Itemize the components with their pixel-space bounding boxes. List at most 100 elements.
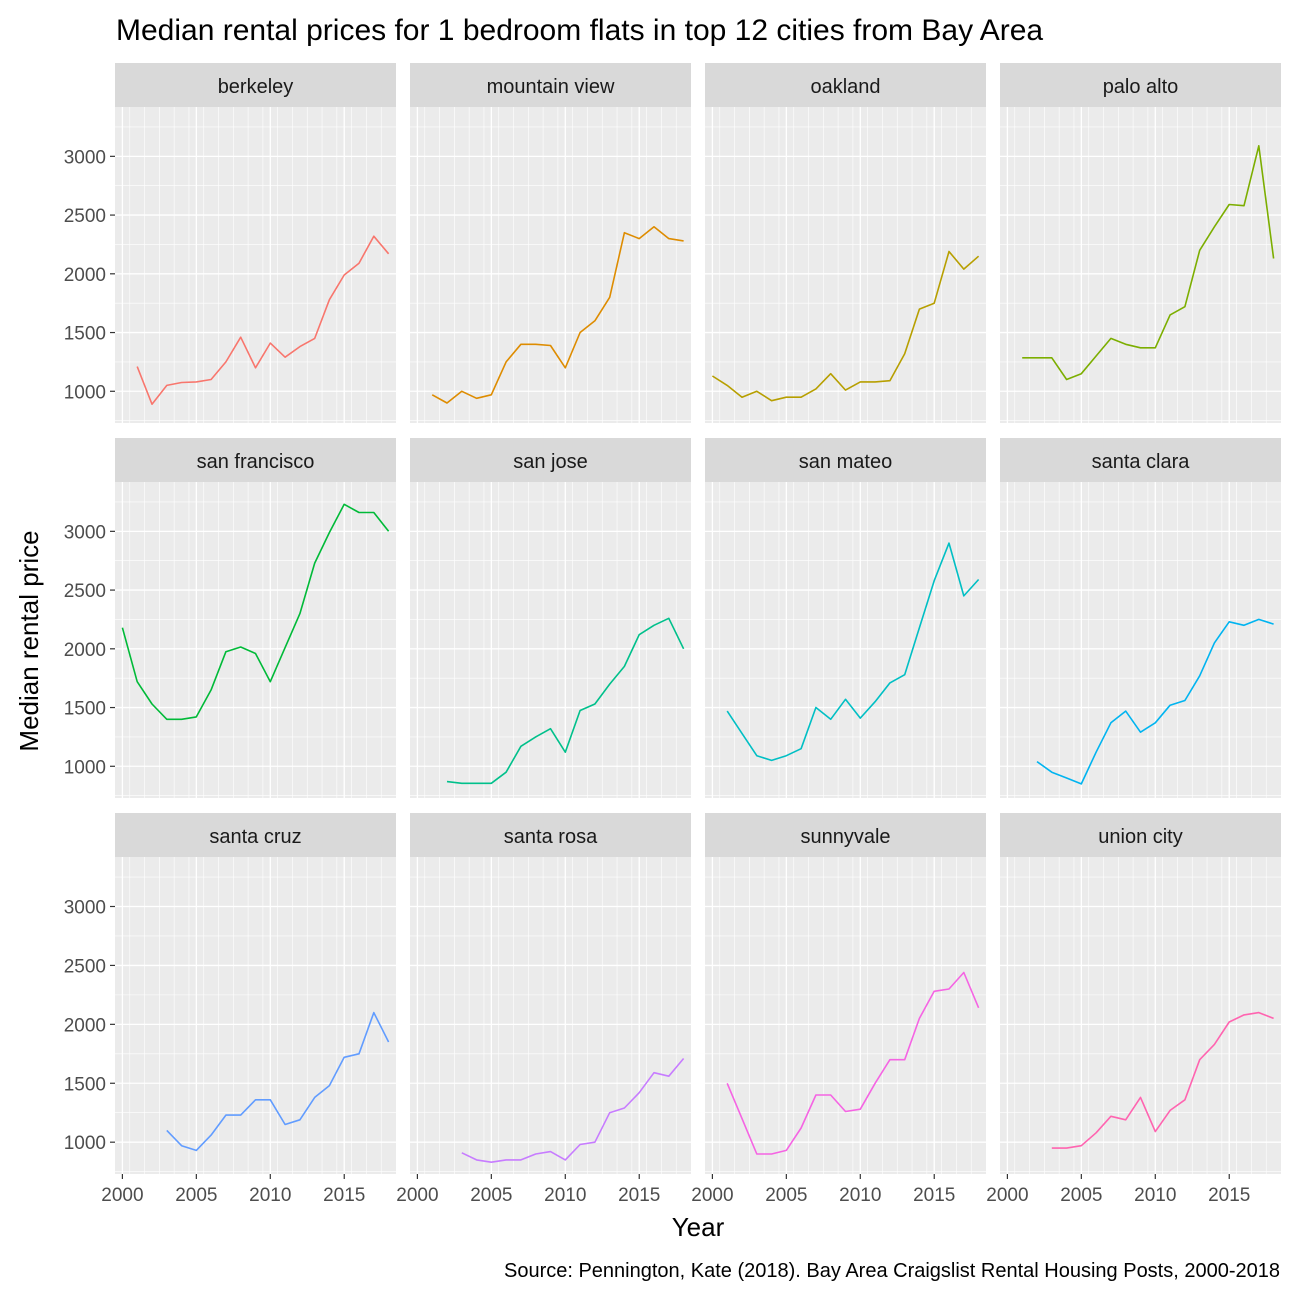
y-tick-label: 1000 (64, 1133, 106, 1154)
facet-strip (410, 813, 691, 857)
chart-caption: Source: Pennington, Kate (2018). Bay Are… (504, 1260, 1280, 1282)
facet-strip-label: san jose (513, 451, 588, 473)
major-gridlines (410, 482, 691, 798)
minor-gridlines (705, 482, 986, 798)
chart-title: Median rental prices for 1 bedroom flats… (116, 14, 1043, 47)
facet-strip (410, 63, 691, 107)
major-gridlines (1000, 482, 1281, 798)
major-gridlines (115, 482, 396, 798)
y-tick-label: 1000 (64, 382, 106, 403)
x-tick-label: 2005 (470, 1185, 512, 1206)
facet-strip-label: berkeley (218, 76, 294, 98)
facet-strip (410, 438, 691, 482)
x-tick-label: 2000 (691, 1185, 733, 1206)
series-line-san-jose (446, 617, 685, 785)
series-line-mountain-view (431, 226, 684, 404)
minor-gridlines (1000, 482, 1281, 798)
major-gridlines (410, 857, 691, 1174)
y-tick-label: 2000 (64, 265, 106, 286)
plot-background (1000, 482, 1281, 798)
y-tick-label: 3000 (64, 897, 106, 918)
facet-panel-santa-rosa: santa rosa (410, 813, 691, 1174)
y-tick-label: 3000 (64, 147, 106, 168)
facet-strip-label: palo alto (1103, 76, 1179, 98)
facet-panel-san-francisco: san francisco (115, 438, 396, 798)
plot-background (115, 857, 396, 1174)
y-tick-label: 1500 (64, 699, 106, 720)
facet-panel-santa-clara: santa clara (1000, 438, 1281, 798)
major-gridlines (1000, 857, 1281, 1174)
series-line-san-mateo (726, 542, 980, 762)
y-axis-title: Median rental price (14, 530, 44, 751)
x-tick-label: 2010 (544, 1185, 586, 1206)
series-line-san-francisco (121, 503, 390, 721)
facet-strip-label: santa rosa (504, 826, 598, 848)
x-tick-label: 2005 (1060, 1185, 1102, 1206)
minor-gridlines (410, 482, 691, 798)
facet-strip (115, 438, 396, 482)
series-line-union-city (1051, 1011, 1274, 1149)
facet-strip-label: san francisco (197, 451, 315, 473)
series-line-oakland (711, 250, 980, 402)
series-line-santa-cruz (166, 1011, 390, 1152)
plot-background (705, 482, 986, 798)
plot-background (410, 482, 691, 798)
facet-strip-label: san mateo (799, 451, 892, 473)
x-tick-label: 2015 (323, 1185, 365, 1206)
y-tick-label: 3000 (64, 522, 106, 543)
facet-panel-san-mateo: san mateo (705, 438, 986, 798)
facet-strip (705, 438, 986, 482)
facet-panel-sunnyvale: sunnyvale (705, 813, 986, 1174)
facet-strip (1000, 63, 1281, 107)
series-line-berkeley (136, 235, 390, 406)
facet-strip-label: oakland (810, 76, 880, 98)
major-gridlines (705, 107, 986, 423)
x-axis-title: Year (672, 1212, 725, 1242)
y-tick-label: 1500 (64, 1074, 106, 1095)
major-gridlines (115, 857, 396, 1174)
facet-panel-oakland: oakland (705, 63, 986, 423)
x-tick-label: 2010 (249, 1185, 291, 1206)
major-gridlines (705, 857, 986, 1174)
minor-gridlines (410, 107, 691, 423)
y-tick-label: 2500 (64, 206, 106, 227)
series-line-santa-clara (1036, 618, 1274, 785)
plot-background (115, 107, 396, 423)
facet-strip (115, 63, 396, 107)
x-tick-label: 2000 (986, 1185, 1028, 1206)
facet-panel-santa-cruz: santa cruz (115, 813, 396, 1174)
x-tick-labels: 2000 2005 2010 2015 2000 2005 2010 2015 2000 2005… (101, 1174, 1250, 1206)
y-tick-label: 2500 (64, 956, 106, 977)
facet-panels: berkeley mountain view oakland palo alto san… (115, 63, 1281, 1174)
facet-panel-union-city: union city (1000, 813, 1281, 1174)
x-tick-label: 2015 (1208, 1185, 1250, 1206)
y-tick-label: 1000 (64, 757, 106, 778)
minor-gridlines (410, 857, 691, 1174)
facet-strip-label: union city (1098, 826, 1183, 848)
facet-strip-label: mountain view (487, 76, 615, 98)
plot-background (705, 857, 986, 1174)
minor-gridlines (705, 857, 986, 1174)
x-tick-label: 2015 (913, 1185, 955, 1206)
plot-background (1000, 107, 1281, 423)
minor-gridlines (115, 107, 396, 423)
y-tick-label: 2500 (64, 581, 106, 602)
x-tick-label: 2010 (839, 1185, 881, 1206)
major-gridlines (410, 107, 691, 423)
x-tick-label: 2010 (1134, 1185, 1176, 1206)
y-tick-label: 2000 (64, 640, 106, 661)
minor-gridlines (1000, 107, 1281, 423)
series-line-sunnyvale (726, 971, 980, 1155)
minor-gridlines (705, 107, 986, 423)
y-tick-labels: 1000 1500 2000 2500 3000 1000 1500 2000 2500 3000… (64, 147, 115, 1154)
plot-background (410, 857, 691, 1174)
facet-panel-mountain-view: mountain view (410, 63, 691, 423)
major-gridlines (1000, 107, 1281, 423)
y-tick-label: 2000 (64, 1015, 106, 1036)
y-tick-label: 1500 (64, 324, 106, 345)
x-tick-label: 2000 (101, 1185, 143, 1206)
major-gridlines (705, 482, 986, 798)
facet-strip-label: sunnyvale (800, 826, 890, 848)
